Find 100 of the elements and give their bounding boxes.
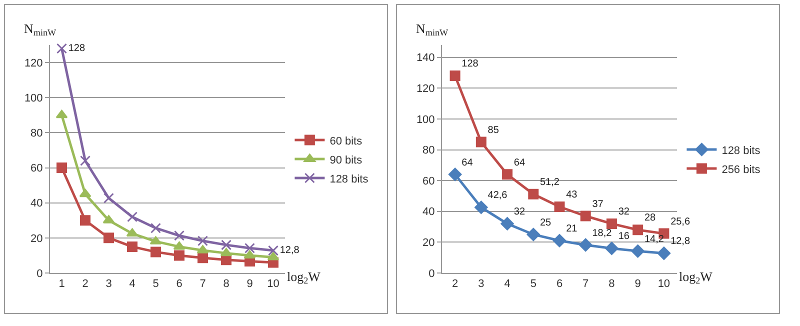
data-label: 12,8	[670, 236, 690, 248]
y-tick-label: 100	[416, 114, 435, 126]
point	[580, 210, 591, 222]
data-label: 28	[644, 212, 656, 224]
x-tick-label: 6	[176, 278, 182, 290]
point	[173, 241, 186, 250]
data-label: 51,2	[540, 176, 560, 188]
y-tick-label: 120	[24, 57, 43, 70]
point	[56, 43, 67, 54]
x-tick-label: 9	[634, 278, 641, 290]
x-tick-label: 7	[200, 278, 206, 290]
x-axis-title: log$_{2}$W	[287, 269, 322, 286]
y-tick-label: 80	[30, 128, 43, 140]
x-tick-label: 10	[267, 278, 280, 290]
x-tick-label: 9	[246, 278, 253, 290]
x-tick-label: 4	[504, 278, 510, 290]
point	[174, 250, 184, 261]
point	[79, 188, 92, 198]
data-label: 18,2	[592, 228, 612, 239]
point	[56, 110, 68, 118]
y-tick-label: 20	[422, 237, 435, 250]
point	[552, 234, 566, 248]
x-tick-label: 6	[556, 278, 563, 290]
legend-label: 60 bits	[330, 135, 363, 148]
data-label: 21	[566, 224, 578, 235]
point	[450, 70, 460, 82]
point	[267, 252, 280, 260]
point	[502, 169, 513, 180]
point	[268, 245, 278, 256]
x-tick-label: 3	[478, 278, 484, 290]
point	[474, 200, 488, 214]
y-tick-label: 0	[428, 268, 435, 280]
x-tick-label: 4	[129, 278, 136, 290]
data-label: 25,6	[670, 216, 690, 228]
point	[80, 156, 90, 166]
x-tick-label: 5	[152, 278, 159, 290]
point	[150, 222, 161, 234]
data-label: 16	[618, 231, 630, 242]
point	[104, 232, 114, 244]
point	[127, 241, 138, 252]
y-tick-label: 100	[24, 92, 43, 104]
x-tick-label: 7	[582, 278, 589, 290]
x-axis-title: log$_{2}$W	[679, 269, 714, 286]
point	[448, 168, 462, 182]
data-label: 25	[540, 217, 552, 228]
point	[198, 252, 208, 264]
y-tick-label: 40	[422, 206, 435, 218]
data-label: 12,8	[280, 245, 300, 256]
point	[220, 248, 232, 256]
legend-label: 128 bits	[330, 173, 369, 186]
x-tick-label: 8	[608, 278, 615, 290]
x-tick-label: 1	[58, 278, 65, 290]
point	[174, 230, 184, 241]
y-tick-label: 120	[416, 82, 435, 95]
point	[605, 242, 618, 255]
point	[579, 238, 592, 252]
y-tick-label: 60	[30, 162, 43, 175]
point	[528, 188, 539, 200]
y-tick-label: 20	[30, 232, 43, 245]
x-tick-label: 2	[452, 278, 458, 290]
point	[244, 242, 255, 254]
point	[126, 228, 138, 237]
y-axis-title: N$_{minW}$	[24, 21, 57, 38]
data-label: 14,2	[644, 234, 664, 245]
point	[80, 215, 90, 226]
data-label: 128	[68, 43, 86, 54]
point	[526, 228, 540, 242]
point	[606, 218, 617, 229]
point	[127, 212, 138, 222]
point	[657, 246, 671, 260]
point	[104, 192, 114, 204]
data-label: 128	[462, 58, 479, 70]
data-label: 42,6	[488, 190, 508, 202]
point	[150, 246, 161, 258]
x-tick-label: 3	[106, 278, 112, 290]
point	[631, 244, 644, 258]
y-tick-label: 60	[422, 175, 435, 188]
legend-label: 128 bits	[722, 144, 761, 157]
data-label: 32	[618, 206, 630, 218]
data-label: 64	[462, 157, 474, 168]
y-tick-label: 80	[422, 144, 435, 157]
point	[221, 240, 232, 250]
data-label: 32	[514, 206, 526, 218]
y-axis-title: N$_{minW}$	[416, 21, 449, 38]
point	[56, 162, 67, 174]
point	[476, 136, 486, 148]
point	[632, 224, 644, 236]
legend-label: 90 bits	[330, 154, 363, 166]
data-label: 85	[488, 124, 500, 136]
x-tick-label: 10	[658, 278, 670, 290]
point	[500, 217, 514, 230]
point	[198, 236, 208, 246]
x-tick-label: 2	[82, 278, 88, 290]
y-tick-label: 140	[416, 52, 435, 64]
x-tick-label: 5	[530, 278, 536, 290]
data-label: 64	[514, 157, 526, 168]
y-tick-label: 0	[36, 268, 43, 280]
data-label: 43	[566, 190, 578, 201]
data-label: 37	[592, 198, 604, 210]
point	[554, 202, 565, 212]
